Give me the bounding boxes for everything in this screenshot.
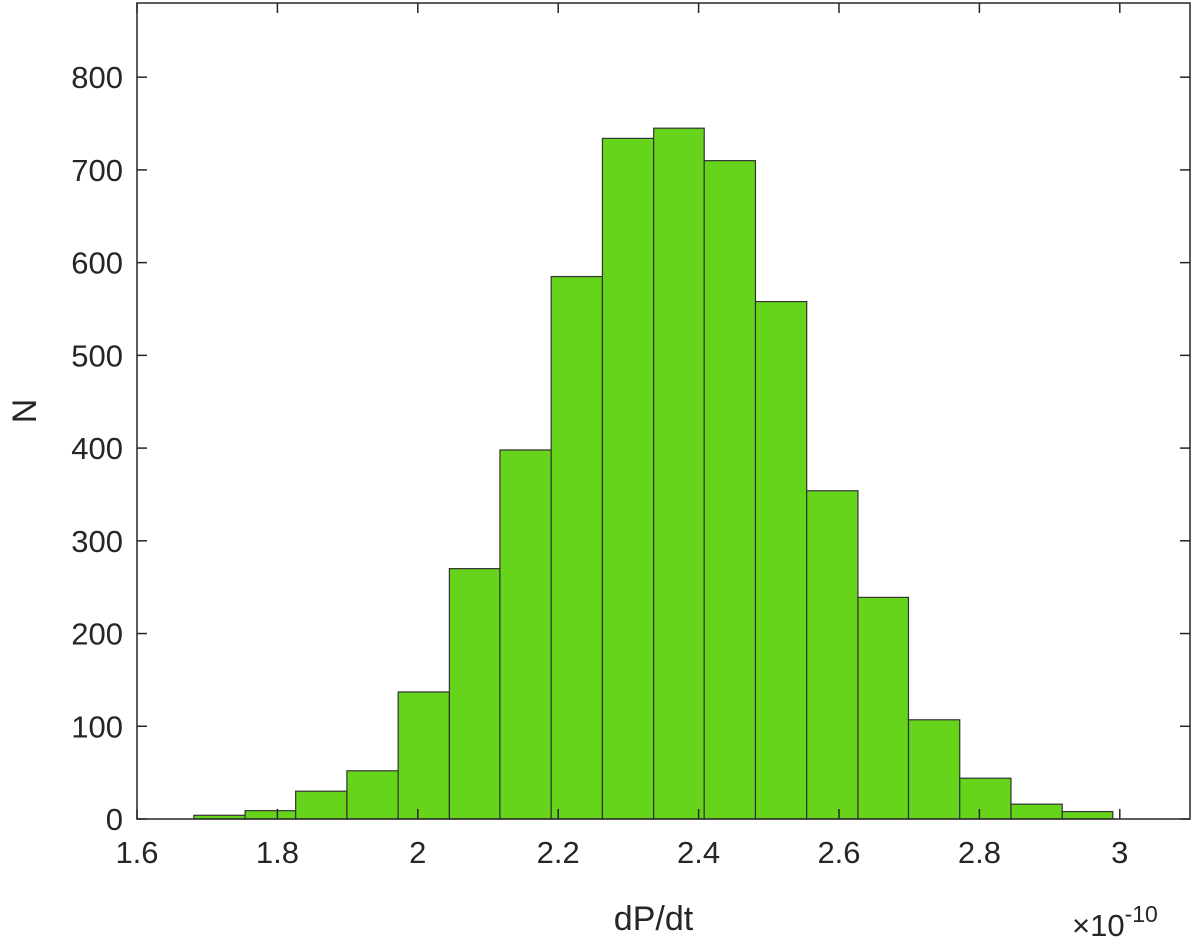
y-tick-label: 0 xyxy=(106,802,123,837)
histogram-bar xyxy=(397,691,450,820)
histogram-bar xyxy=(806,490,859,820)
y-tick-label: 800 xyxy=(71,60,123,95)
x-axis-exponent-base: ×10 xyxy=(1072,908,1125,943)
y-axis-label: N xyxy=(6,399,44,424)
y-tick-label: 500 xyxy=(71,338,123,373)
x-tick-label: 2 xyxy=(409,835,426,870)
ticks-group xyxy=(136,3,1190,820)
histogram-bar xyxy=(907,719,961,820)
histogram-bar xyxy=(1010,803,1063,820)
histogram-bar xyxy=(550,275,604,820)
histogram-bar xyxy=(653,127,705,820)
y-tick-label: 700 xyxy=(71,153,123,188)
x-tick-label: 2.8 xyxy=(958,835,1001,870)
x-tick-label: 3 xyxy=(1111,835,1128,870)
histogram-bar xyxy=(754,300,808,820)
bars-group xyxy=(193,127,1114,820)
histogram-bar xyxy=(601,137,655,820)
histogram-bar xyxy=(703,160,757,820)
histogram-bar xyxy=(499,449,552,820)
x-tick-label: 1.8 xyxy=(256,835,299,870)
y-tick-label: 600 xyxy=(71,246,123,281)
histogram-bar xyxy=(1061,810,1114,820)
y-tick-label: 200 xyxy=(71,617,123,652)
x-axis-exponent-power: -10 xyxy=(1125,901,1158,927)
y-tick-label: 100 xyxy=(71,709,123,744)
x-tick-label: 2.4 xyxy=(677,835,720,870)
tick-labels-group: 1.6 1.8 2 2.2 2.4 2.6 2.8 3 0 100 200 300 400 500 600 7… xyxy=(71,60,1128,870)
x-axis-exponent: ×10-10 xyxy=(1072,901,1158,943)
x-tick-label: 2.2 xyxy=(537,835,580,870)
histogram-bar xyxy=(244,810,297,820)
histogram-bar xyxy=(959,777,1012,820)
x-tick-label: 2.6 xyxy=(817,835,860,870)
x-axis-label: dP/dt xyxy=(614,900,694,938)
axes-box xyxy=(136,2,1191,820)
histogram-bar xyxy=(448,568,501,820)
x-tick-label: 1.6 xyxy=(115,835,158,870)
histogram-bar xyxy=(295,790,348,820)
y-tick-label: 400 xyxy=(71,431,123,466)
histogram-bar xyxy=(857,596,910,820)
histogram-bar xyxy=(346,770,399,820)
y-tick-label: 300 xyxy=(71,524,123,559)
